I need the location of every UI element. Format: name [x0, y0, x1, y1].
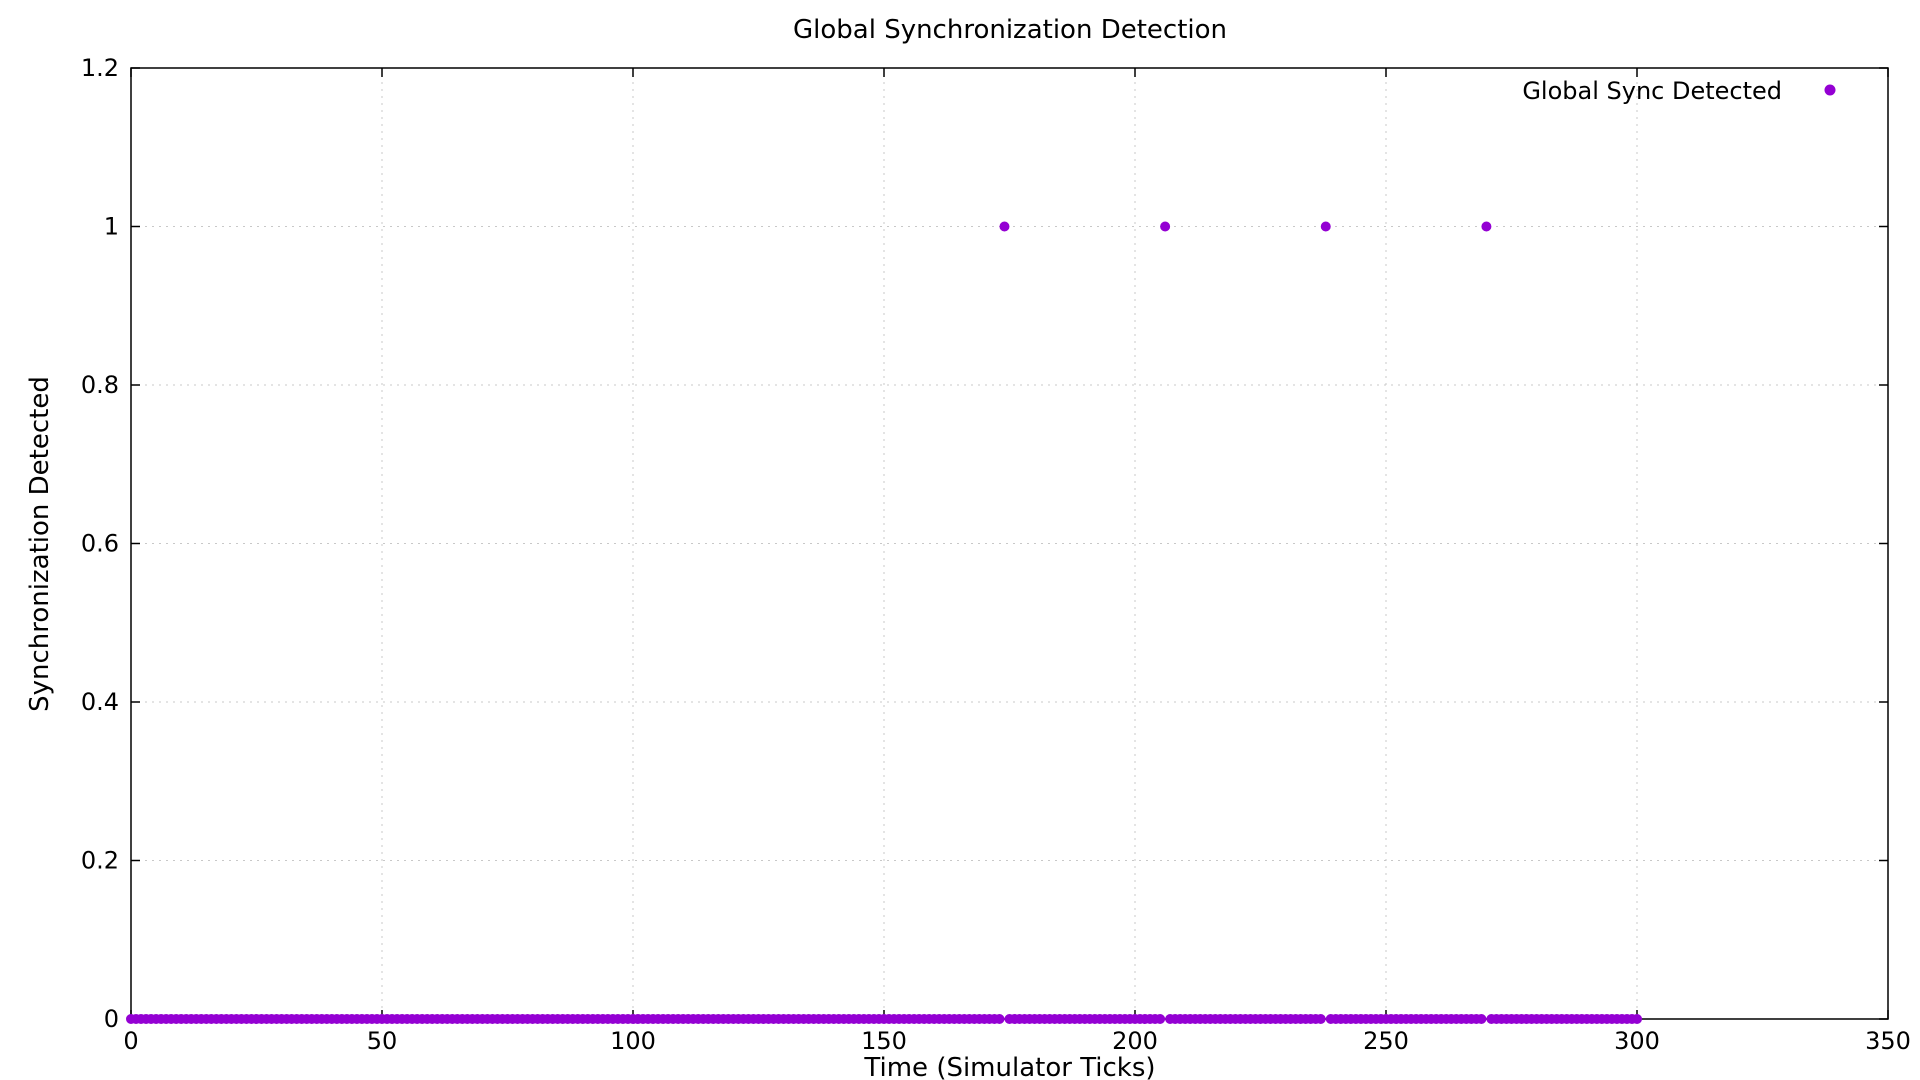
data-point: [1155, 1014, 1166, 1024]
series-points: [126, 221, 1642, 1024]
chart-title: Global Synchronization Detection: [793, 15, 1227, 45]
data-point: [999, 221, 1010, 232]
data-point: [1320, 221, 1331, 232]
plot-frame: [130, 67, 1889, 1020]
data-point: [1160, 221, 1171, 232]
x-axis-label: Time (Simulator Ticks): [863, 1053, 1155, 1080]
data-point: [1476, 1014, 1487, 1024]
y-tick-label: 1: [104, 213, 119, 241]
x-tick-label: 300: [1614, 1027, 1660, 1055]
y-tick-labels: 0 0.2 0.4 0.6 0.8 1 1.2: [81, 54, 119, 1033]
y-tick-label: 1.2: [81, 54, 119, 82]
x-tick-label: 200: [1112, 1027, 1158, 1055]
x-tick-label: 150: [861, 1027, 907, 1055]
x-tick-label: 250: [1363, 1027, 1409, 1055]
y-tick-label: 0.8: [81, 371, 119, 399]
x-tick-labels: 0 50 100 150 200 250 300 350: [123, 1027, 1911, 1055]
legend-marker: [1824, 84, 1836, 96]
y-tick-label: 0.6: [81, 530, 119, 558]
y-tick-label: 0.2: [81, 847, 119, 875]
data-point: [1632, 1014, 1642, 1024]
x-tick-label: 350: [1865, 1027, 1911, 1055]
data-point: [1315, 1014, 1326, 1024]
legend-label: Global Sync Detected: [1522, 77, 1782, 105]
x-tick-label: 0: [123, 1027, 138, 1055]
grid-lines: [131, 68, 1888, 1019]
x-tick-label: 100: [610, 1027, 656, 1055]
data-point: [1481, 221, 1492, 232]
y-tick-label: 0.4: [81, 688, 119, 716]
data-point: [994, 1014, 1005, 1024]
y-axis-label: Synchronization Detected: [25, 376, 55, 712]
x-tick-label: 50: [367, 1027, 398, 1055]
y-tick-label: 0: [104, 1005, 119, 1033]
axis-ticks: [130, 67, 1889, 1020]
legend: Global Sync Detected: [1522, 77, 1836, 105]
